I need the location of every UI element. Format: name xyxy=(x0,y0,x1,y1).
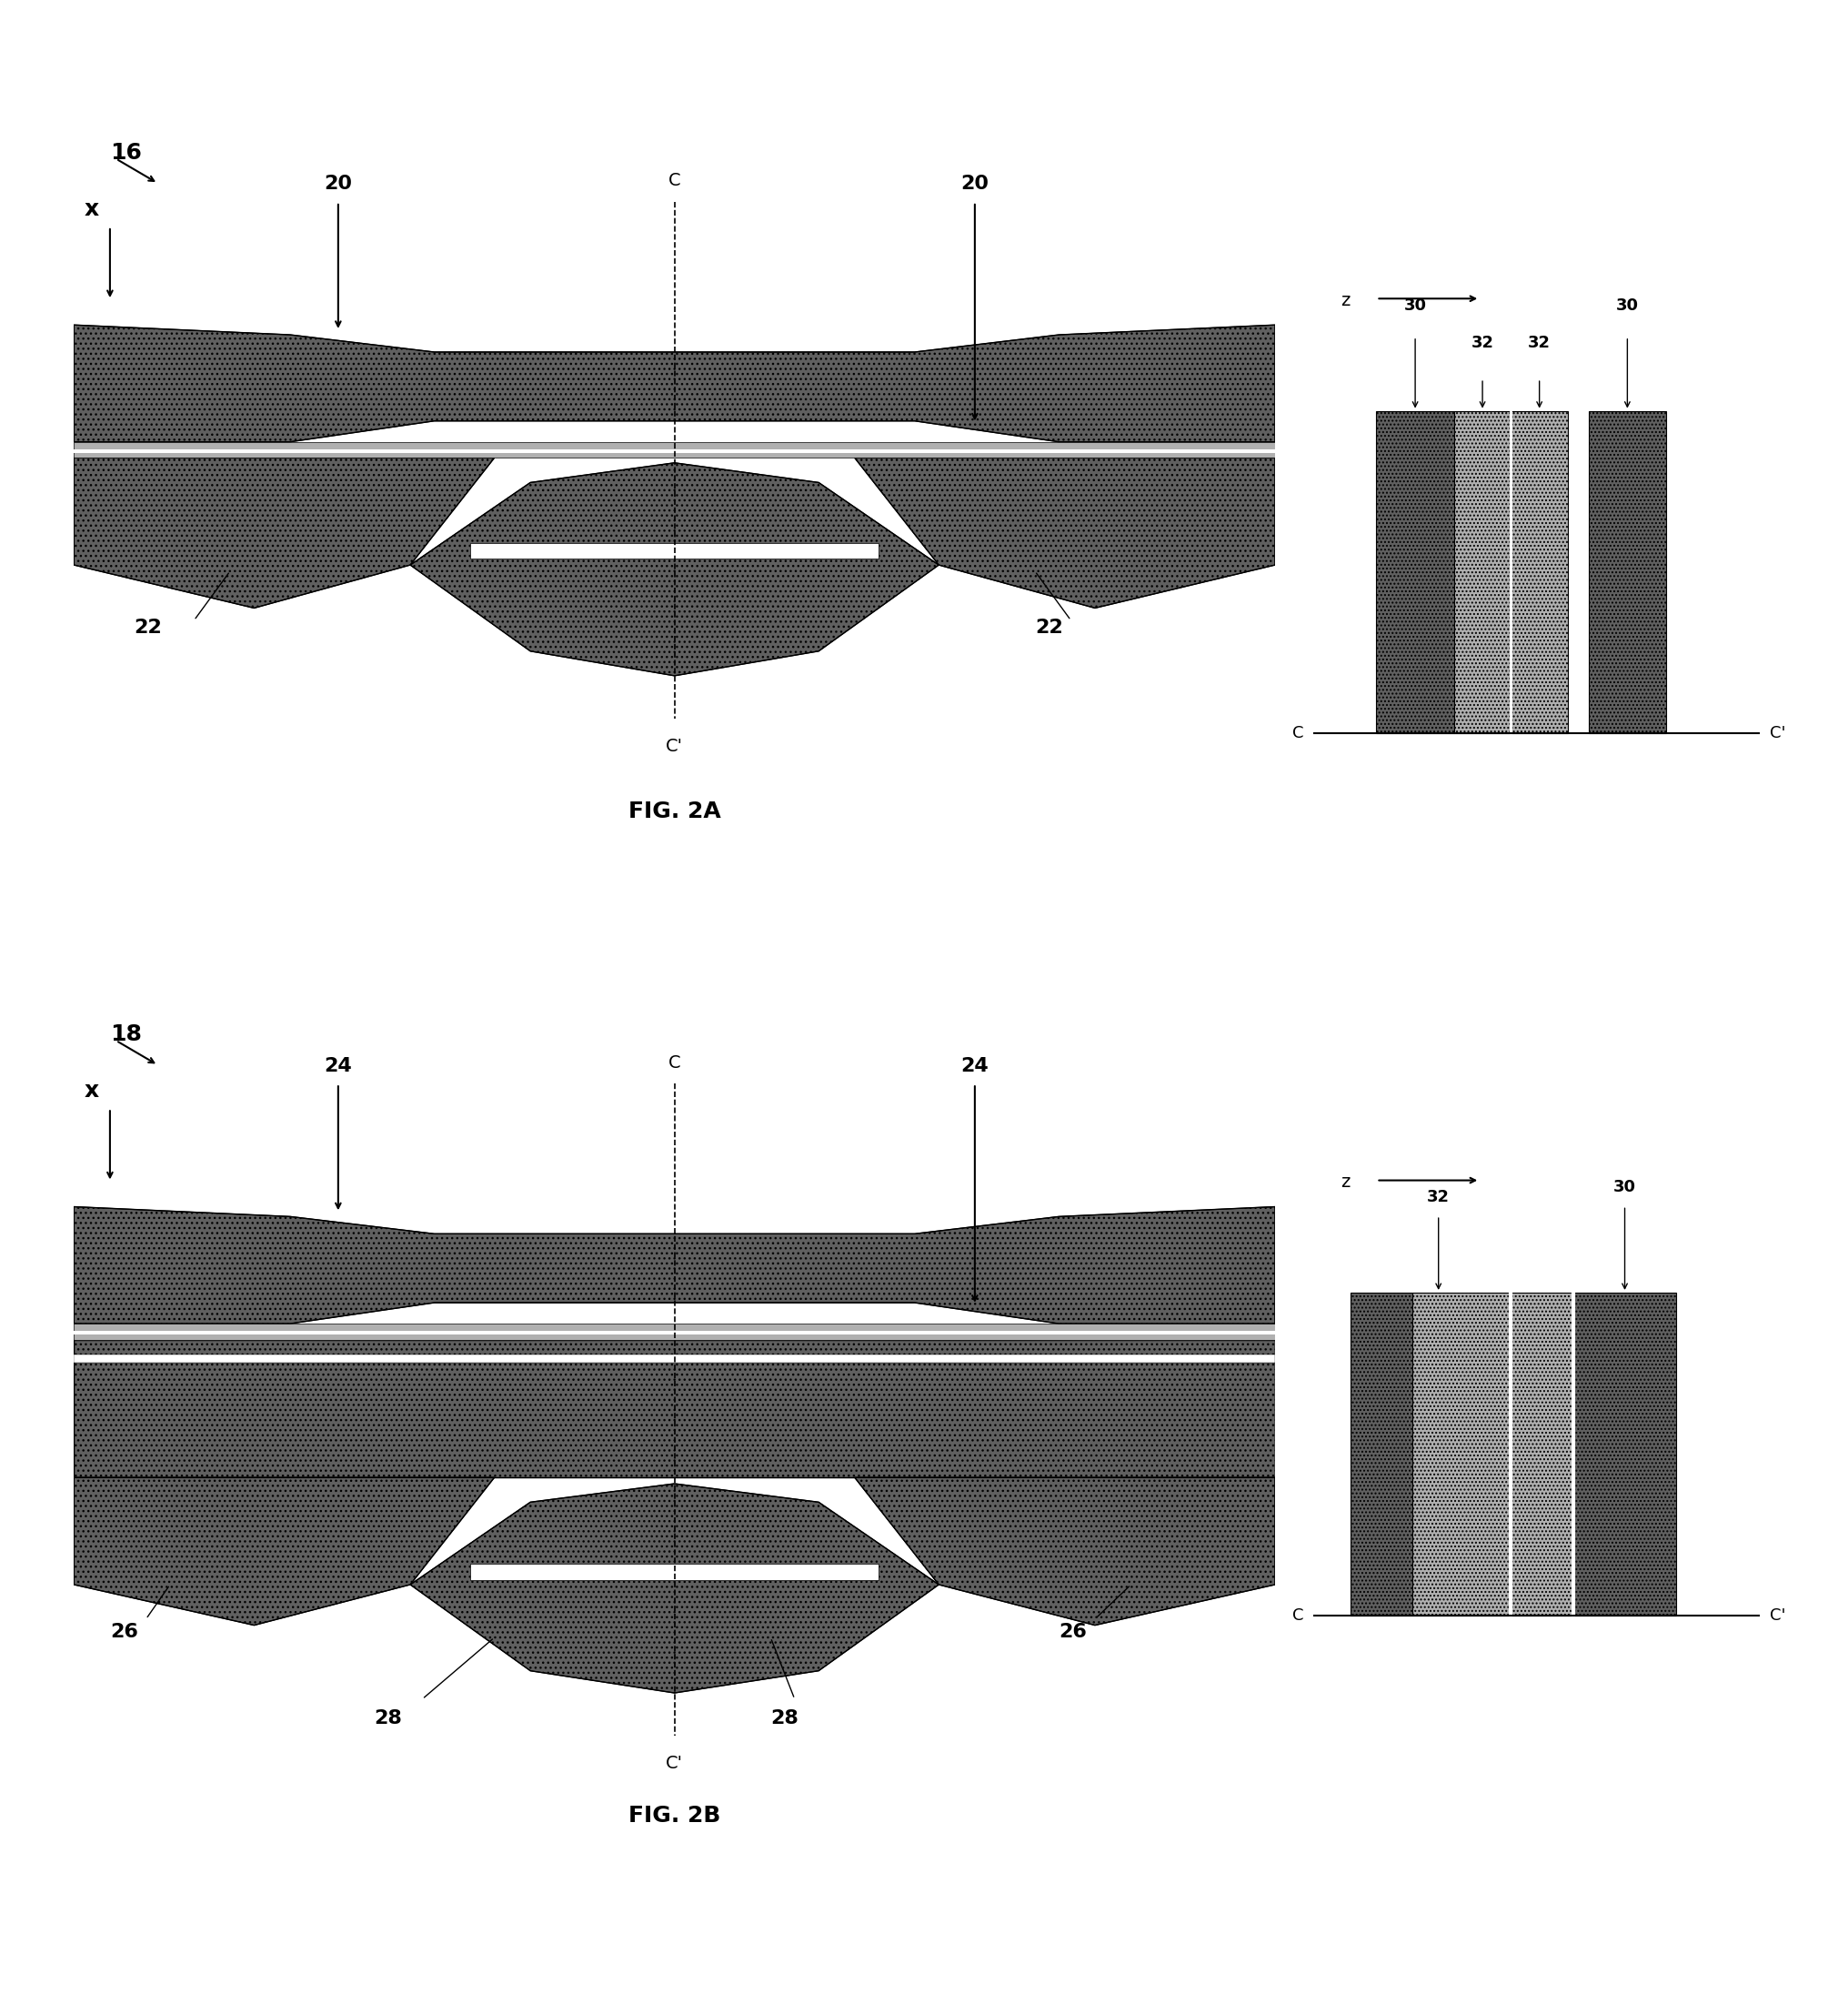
Polygon shape xyxy=(469,1563,880,1579)
Text: 30: 30 xyxy=(1613,1178,1635,1194)
Polygon shape xyxy=(74,443,1275,457)
Polygon shape xyxy=(469,543,880,559)
Bar xyxy=(1377,411,1454,733)
Text: 28: 28 xyxy=(373,1709,403,1727)
Bar xyxy=(1512,1293,1573,1615)
Text: 32: 32 xyxy=(1471,335,1493,351)
Polygon shape xyxy=(854,1477,1275,1625)
Bar xyxy=(1589,411,1667,733)
Text: FIG. 2A: FIG. 2A xyxy=(628,800,721,822)
Bar xyxy=(1351,1293,1412,1615)
Text: FIG. 2B: FIG. 2B xyxy=(628,1806,721,1828)
Polygon shape xyxy=(74,1331,1275,1335)
Text: C: C xyxy=(1292,725,1305,741)
Polygon shape xyxy=(74,1355,1275,1363)
Text: 24: 24 xyxy=(961,1056,989,1074)
Polygon shape xyxy=(74,1206,1275,1325)
Polygon shape xyxy=(74,1325,1275,1339)
Text: 30: 30 xyxy=(1404,297,1427,313)
Text: 22: 22 xyxy=(1035,617,1063,637)
Text: 16: 16 xyxy=(111,142,142,162)
Text: 20: 20 xyxy=(961,174,989,192)
Text: 30: 30 xyxy=(1615,297,1639,313)
Text: 26: 26 xyxy=(111,1623,139,1641)
Text: 26: 26 xyxy=(1059,1623,1087,1641)
Polygon shape xyxy=(410,1483,939,1693)
Text: C': C' xyxy=(665,737,684,756)
Text: C': C' xyxy=(665,1756,684,1772)
Polygon shape xyxy=(74,449,1275,453)
Text: x: x xyxy=(85,198,100,220)
Text: C': C' xyxy=(1770,1607,1785,1623)
Text: z: z xyxy=(1340,1174,1351,1190)
Text: 22: 22 xyxy=(133,617,163,637)
Polygon shape xyxy=(854,457,1275,607)
Text: 24: 24 xyxy=(323,1056,353,1074)
Text: z: z xyxy=(1340,293,1351,309)
Text: x: x xyxy=(85,1080,100,1102)
Bar xyxy=(1573,1293,1676,1615)
Polygon shape xyxy=(410,463,939,675)
Text: C: C xyxy=(669,172,680,190)
Polygon shape xyxy=(74,1477,495,1625)
Bar xyxy=(1412,1293,1512,1615)
Text: 28: 28 xyxy=(771,1709,798,1727)
Polygon shape xyxy=(74,325,1275,443)
Text: 32: 32 xyxy=(1427,1188,1451,1204)
Text: 32: 32 xyxy=(1528,335,1550,351)
Text: 18: 18 xyxy=(111,1024,142,1044)
Polygon shape xyxy=(74,457,495,607)
Bar xyxy=(1454,411,1512,733)
Text: C: C xyxy=(669,1054,680,1072)
Polygon shape xyxy=(74,1339,1275,1477)
Text: 20: 20 xyxy=(323,174,353,192)
Bar xyxy=(1512,411,1567,733)
Text: C: C xyxy=(1292,1607,1305,1623)
Text: C': C' xyxy=(1770,725,1785,741)
